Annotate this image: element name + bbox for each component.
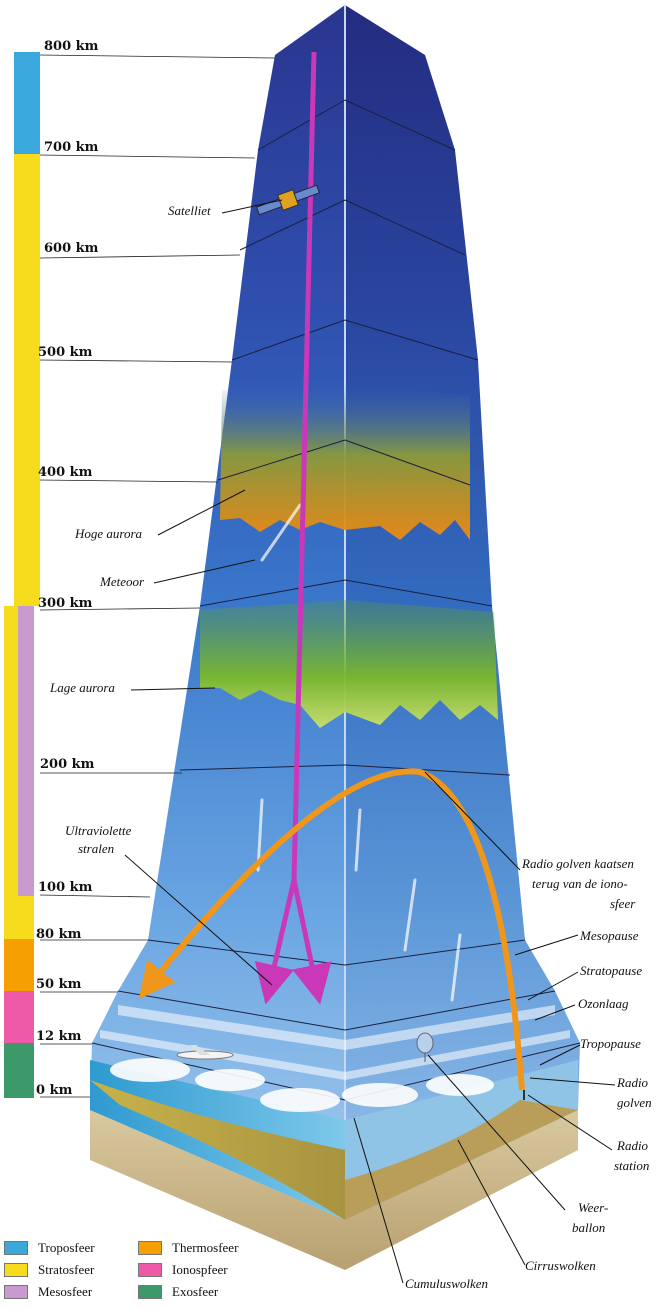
radio-wave-path [138, 768, 525, 1091]
alt-800: 800 km [44, 39, 99, 54]
cumulus-clouds [110, 1058, 494, 1112]
high-aurora-band [220, 385, 470, 540]
label-uv-2: stralen [78, 841, 114, 856]
altitude-scale [4, 52, 40, 1098]
label-meteor: Meteoor [99, 574, 145, 589]
label-satellite: Satelliet [168, 203, 211, 218]
label-tropopause: Tropopause [580, 1036, 641, 1051]
legend-label: Mesosfeer [38, 1284, 93, 1299]
alt-700: 700 km [44, 140, 99, 155]
alt-600: 600 km [44, 241, 99, 256]
legend-label: Thermosfeer [172, 1240, 239, 1255]
label-radio-station-2: station [614, 1158, 649, 1173]
troposphere-band [14, 52, 40, 154]
diagram-labels: Satelliet Hoge aurora Meteoor Lage auror… [49, 203, 652, 1291]
legend-swatch [4, 1241, 28, 1255]
label-cirrus: Cirruswolken [525, 1258, 596, 1273]
alt-500: 500 km [38, 345, 93, 360]
callout-lines [124, 199, 616, 1284]
legend-item-ionosphere: Ionospfeer [138, 1262, 228, 1278]
label-weather-balloon-1: Weer- [578, 1200, 608, 1215]
label-cumulus: Cumuluswolken [405, 1276, 488, 1291]
legend-swatch [138, 1285, 162, 1299]
label-radio-waves-1: Radio [616, 1075, 649, 1090]
legend-item-thermosphere: Thermosfeer [138, 1240, 238, 1256]
label-radio-reflect-3: sfeer [610, 896, 636, 911]
legend-swatch [4, 1263, 28, 1277]
ground-block [90, 1060, 578, 1270]
airplane-icon [176, 1045, 234, 1060]
label-radio-waves-2: golven [617, 1095, 652, 1110]
alt-100: 100 km [38, 880, 93, 895]
alt-0: 0 km [36, 1083, 73, 1098]
weather-balloon-icon [416, 1032, 434, 1062]
legend-swatch [138, 1241, 162, 1255]
alt-300: 300 km [38, 596, 93, 611]
alt-12: 12 km [36, 1029, 82, 1044]
label-radio-station-1: Radio [616, 1138, 649, 1153]
legend-swatch [138, 1263, 162, 1277]
label-high-aurora: Hoge aurora [74, 526, 143, 541]
legend-label: Stratosfeer [38, 1262, 95, 1277]
thermosphere-band [4, 939, 34, 991]
ozone-haze [100, 1005, 570, 1080]
label-mesopause: Mesopause [579, 928, 639, 943]
label-radio-reflect-1: Radio golven kaatsen [521, 856, 634, 871]
meteor-streaks [256, 503, 462, 1002]
legend-item-troposphere: Troposfeer [4, 1240, 95, 1256]
label-radio-reflect-2: terug van de iono- [532, 876, 628, 891]
satellite-icon [255, 184, 321, 216]
alt-50: 50 km [36, 977, 82, 992]
alt-80: 80 km [36, 927, 82, 942]
exosphere-band [4, 1043, 34, 1098]
label-stratopause: Stratopause [580, 963, 642, 978]
stratosphere-band [14, 154, 40, 606]
alt-400: 400 km [38, 465, 93, 480]
altitude-labels: 800 km 700 km 600 km 500 km 400 km 300 k… [36, 39, 99, 1098]
legend-label: Ionospfeer [172, 1262, 228, 1277]
ionosphere-band [4, 991, 34, 1043]
legend-label: Troposfeer [38, 1240, 95, 1255]
legend-label: Exosfeer [172, 1284, 219, 1299]
altitude-ticks [39, 54, 276, 1098]
alt-200: 200 km [40, 757, 95, 772]
low-aurora-band [200, 600, 498, 728]
mesosphere-band [18, 606, 34, 896]
label-uv-1: Ultraviolette [65, 823, 132, 838]
legend-item-mesosphere: Mesosfeer [4, 1284, 92, 1300]
legend-item-exosphere: Exosfeer [138, 1284, 218, 1300]
label-ozone: Ozonlaag [578, 996, 629, 1011]
label-weather-balloon-2: ballon [572, 1220, 605, 1235]
legend-item-stratosphere: Stratosfeer [4, 1262, 94, 1278]
legend-swatch [4, 1285, 28, 1299]
label-low-aurora: Lage aurora [49, 680, 115, 695]
